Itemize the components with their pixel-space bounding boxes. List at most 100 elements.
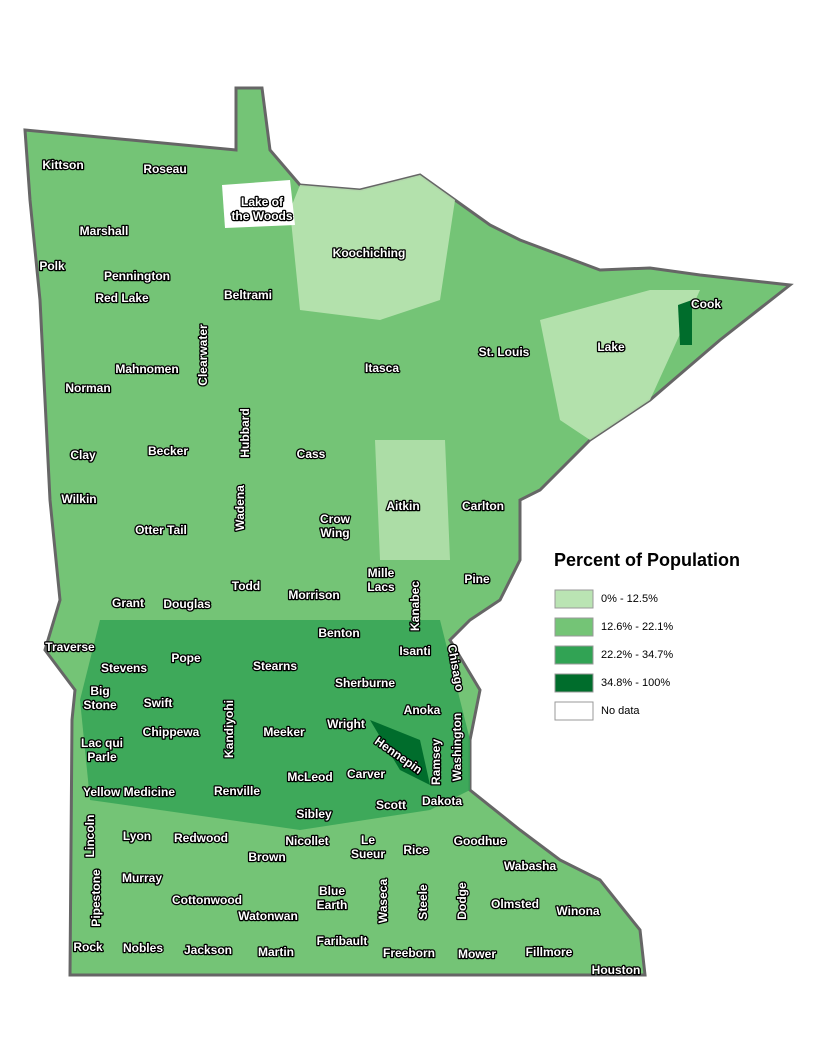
county-label: Dodge [455, 882, 469, 920]
county-labels: Kittson Roseau Lake of the Woods Marshall Pol… [38, 157, 723, 979]
county-label: Roseau [143, 162, 186, 176]
county-label-line: Mille [368, 566, 395, 580]
county-label: Renville [214, 784, 260, 798]
county-label: Pope [171, 651, 201, 665]
county-label-line: the Woods [231, 209, 292, 223]
county-label-line: Lake of [241, 195, 284, 209]
state-map [23, 86, 794, 977]
county-label: Cottonwood [172, 893, 242, 907]
dark-region [370, 720, 430, 785]
county-label: Clearwater [196, 324, 210, 386]
county-label: Hubbard [238, 408, 252, 457]
county-label: Mille Lacs [367, 566, 395, 594]
county-label: Anoka [404, 703, 441, 717]
county-label-line: Wing [320, 526, 349, 540]
county-label: Norman [65, 381, 110, 395]
legend-label: No data [601, 705, 640, 717]
legend: Percent of Population 0% - 12.5% 12.6% - … [554, 550, 740, 721]
legend-swatch [554, 673, 594, 693]
county-label: Fillmore [526, 945, 573, 959]
legend-label: 0% - 12.5% [601, 593, 658, 605]
county-label: Stevens [101, 661, 147, 675]
county-label: Traverse [45, 640, 95, 654]
county-label: Kanabec [408, 581, 422, 631]
county-label: Pine [464, 572, 490, 586]
county-label: Lincoln [83, 815, 97, 858]
county-label: Otter Tail [135, 523, 187, 537]
county-label: Lake [597, 340, 625, 354]
county-label: Lac qui Parle [81, 736, 123, 764]
county-label: Redwood [174, 831, 228, 845]
county-label: Nobles [123, 941, 163, 955]
dark-region [80, 620, 470, 830]
legend-label: 12.6% - 22.1% [601, 621, 673, 633]
county-label: Jackson [184, 943, 232, 957]
county-label: Goodhue [454, 834, 507, 848]
county-label: Blue Earth [317, 884, 348, 912]
county-label: Grant [112, 596, 144, 610]
county-label: Rice [403, 843, 429, 857]
county-label: Nicollet [285, 834, 328, 848]
county-label: Polk [39, 259, 65, 273]
county-label: Watonwan [238, 909, 298, 923]
county-label: Martin [258, 945, 294, 959]
county-label: Houston [592, 963, 641, 977]
county-label: Pennington [104, 269, 170, 283]
county-label: Wright [327, 717, 365, 731]
legend-swatch [554, 617, 594, 637]
county-label: Kandiyohi [222, 700, 236, 758]
county-label-line: Parle [87, 750, 117, 764]
county-label: Cass [297, 447, 326, 461]
county-label: Sherburne [335, 676, 395, 690]
county-label: Sibley [296, 807, 332, 821]
county-label-line: Crow [320, 512, 351, 526]
county-label: Big Stone [83, 684, 117, 712]
county-label: Lake of the Woods [231, 195, 292, 223]
county-label: Cook [691, 297, 721, 311]
light-region [290, 175, 455, 320]
county-label: Lyon [123, 829, 151, 843]
county-label: Scott [376, 798, 406, 812]
county-label: Itasca [365, 361, 399, 375]
county-label: Carver [347, 767, 385, 781]
county-label: Todd [232, 579, 260, 593]
county-label: Steele [416, 884, 430, 920]
legend-swatch [554, 589, 594, 609]
county-label: Le Sueur [351, 833, 385, 861]
county-label: Dakota [422, 794, 462, 808]
legend-label: 34.8% - 100% [601, 677, 670, 689]
county-label: Waseca [376, 879, 390, 924]
county-label: Stearns [253, 659, 297, 673]
county-label: Rock [73, 940, 103, 954]
legend-title: Percent of Population [554, 550, 740, 570]
county-label: Meeker [263, 725, 305, 739]
county-label: Swift [144, 696, 173, 710]
county-label: Olmsted [491, 897, 539, 911]
county-label: Chippewa [143, 725, 200, 739]
no-data [222, 180, 295, 228]
county-label: Douglas [163, 597, 211, 611]
county-label: Clay [70, 448, 96, 462]
light-region [540, 290, 700, 440]
county-label: Beltrami [224, 288, 272, 302]
legend-label: 22.2% - 34.7% [601, 649, 673, 661]
county-label: Carlton [462, 499, 504, 513]
county-label-line: Lac qui [81, 736, 123, 750]
dark-region [678, 300, 692, 345]
county-label: Becker [148, 444, 188, 458]
county-label: Brown [248, 850, 285, 864]
county-label: Pipestone [89, 869, 103, 927]
county-label: Mahnomen [115, 362, 178, 376]
county-label-line: Big [90, 684, 109, 698]
county-label: Murray [122, 871, 162, 885]
county-label: Red Lake [95, 291, 149, 305]
county-label: Ramsey [429, 739, 443, 785]
county-label: Aitkin [386, 499, 419, 513]
county-label-line: Blue [319, 884, 345, 898]
county-label: Isanti [399, 644, 430, 658]
county-label-line: Lacs [367, 580, 395, 594]
county-label: Marshall [80, 224, 129, 238]
county-label: Kittson [42, 158, 83, 172]
county-label: Freeborn [383, 946, 435, 960]
